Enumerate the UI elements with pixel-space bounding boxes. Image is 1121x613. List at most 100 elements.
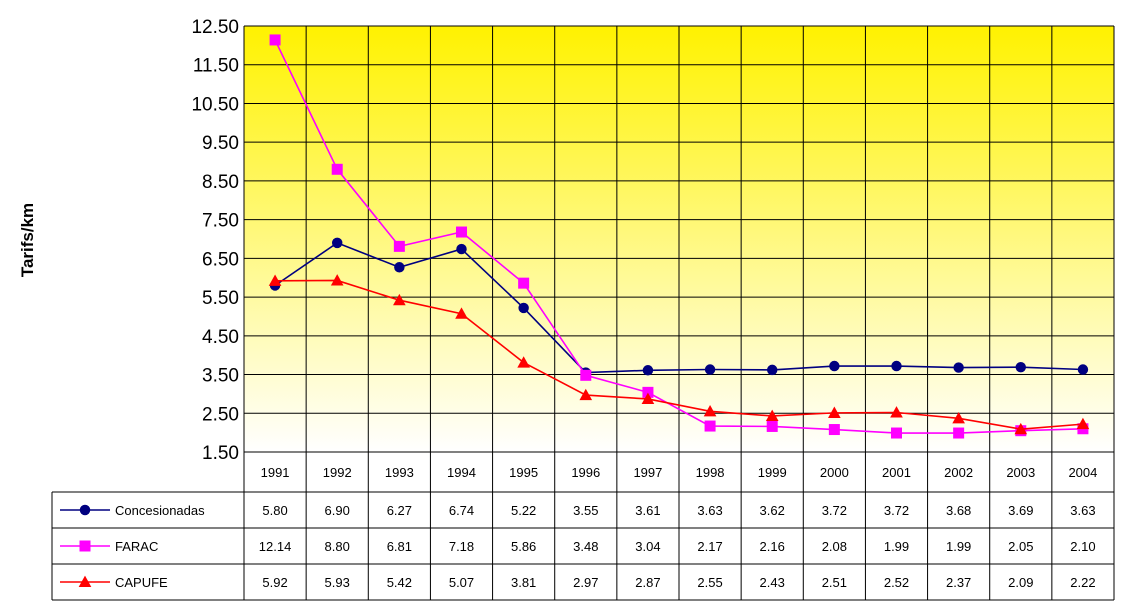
data-point-farac <box>580 369 592 381</box>
y-tick-label: 8.50 <box>202 172 239 193</box>
y-axis-label: Tarifs/km <box>18 203 37 277</box>
data-point-capufe <box>828 406 841 418</box>
legend-key-marker <box>78 575 92 588</box>
data-label: 6.81 <box>387 539 412 554</box>
data-point-concesionadas <box>704 364 716 375</box>
x-tick-label: 1995 <box>509 465 538 480</box>
data-label: 1.99 <box>946 539 971 554</box>
data-label: 6.27 <box>387 503 412 518</box>
series-line-farac <box>274 39 1083 434</box>
data-label: 3.62 <box>760 503 785 518</box>
y-tick-label: 9.50 <box>202 133 239 154</box>
data-point-capufe <box>455 307 468 319</box>
data-point-farac <box>269 34 281 46</box>
data-point-farac <box>704 420 716 432</box>
data-label: 3.72 <box>884 503 909 518</box>
data-label: 2.87 <box>635 575 660 590</box>
x-tick-label: 2002 <box>944 465 973 480</box>
data-label: 2.37 <box>946 575 971 590</box>
x-tick-label: 1992 <box>323 465 352 480</box>
data-label: 6.90 <box>325 503 350 518</box>
data-point-capufe <box>268 274 282 286</box>
data-label: 2.05 <box>1008 539 1033 554</box>
data-point-capufe <box>330 274 344 286</box>
y-tick-label: 4.50 <box>202 327 239 348</box>
data-label: 5.22 <box>511 503 536 518</box>
data-point-farac <box>828 424 840 436</box>
data-point-concesionadas <box>1077 364 1089 375</box>
x-tick-label: 1993 <box>385 465 414 480</box>
legend-key-marker <box>79 540 91 552</box>
data-point-capufe <box>1014 422 1028 435</box>
data-label: 2.43 <box>760 575 785 590</box>
data-point-capufe <box>393 293 406 306</box>
data-label: 2.17 <box>697 539 722 554</box>
data-point-capufe <box>517 356 530 368</box>
x-tick-label: 2001 <box>882 465 911 480</box>
data-point-farac <box>766 420 778 432</box>
y-tick-label: 6.50 <box>202 249 239 270</box>
data-label: 8.80 <box>325 539 350 554</box>
data-point-capufe <box>952 411 965 424</box>
x-tick-label: 1999 <box>758 465 787 480</box>
series-lines <box>268 34 1090 439</box>
data-point-farac <box>456 226 467 238</box>
data-label: 3.55 <box>573 503 598 518</box>
x-tick-label: 1991 <box>261 465 290 480</box>
data-label: 2.51 <box>822 575 847 590</box>
data-point-concesionadas <box>766 364 778 376</box>
data-label: 3.72 <box>822 503 847 518</box>
data-label: 2.16 <box>760 539 785 554</box>
data-point-farac <box>331 163 343 175</box>
data-label: 2.22 <box>1070 575 1095 590</box>
data-point-concesionadas <box>642 365 654 376</box>
y-tick-label: 12.50 <box>191 17 239 38</box>
x-tick-label: 2003 <box>1006 465 1035 480</box>
y-tick-label: 11.50 <box>193 56 239 77</box>
data-label: 3.81 <box>511 575 536 590</box>
y-tick-label: 5.50 <box>202 288 239 309</box>
x-tick-label: 1996 <box>571 465 600 480</box>
data-label: 5.07 <box>449 575 474 590</box>
data-point-farac <box>953 427 965 439</box>
data-label: 3.69 <box>1008 503 1033 518</box>
x-tick-label: 1998 <box>696 465 725 480</box>
x-tick-label: 2000 <box>820 465 849 480</box>
y-tick-label: 1.50 <box>202 443 239 464</box>
data-label: 2.55 <box>697 575 722 590</box>
data-label: 7.18 <box>449 539 474 554</box>
series-line-capufe <box>275 279 1083 430</box>
data-label: 2.97 <box>573 575 598 590</box>
y-tick-label: 3.50 <box>202 366 239 387</box>
data-label: 2.08 <box>822 539 847 554</box>
data-point-concesionadas <box>456 243 467 255</box>
data-point-capufe <box>765 409 779 422</box>
data-point-concesionadas <box>331 237 343 249</box>
x-tick-label: 1994 <box>447 465 476 480</box>
data-point-concesionadas <box>518 302 529 314</box>
legend-label: CAPUFE <box>115 575 168 590</box>
data-label: 5.93 <box>325 575 350 590</box>
data-label: 2.10 <box>1070 539 1095 554</box>
data-label: 5.86 <box>511 539 536 554</box>
data-label: 3.63 <box>697 503 722 518</box>
data-point-farac <box>393 240 405 252</box>
data-point-capufe <box>641 392 655 405</box>
data-point-capufe <box>1076 417 1090 430</box>
x-tick-label: 1997 <box>633 465 662 480</box>
y-tick-label: 10.50 <box>191 94 239 115</box>
data-label: 5.42 <box>387 575 412 590</box>
y-tick-label: 7.50 <box>202 211 239 232</box>
data-label: 3.48 <box>573 539 598 554</box>
data-point-capufe <box>579 388 593 401</box>
data-label: 12.14 <box>259 539 292 554</box>
y-tick-label: 2.50 <box>202 404 239 425</box>
data-label: 3.61 <box>635 503 660 518</box>
data-point-capufe <box>703 405 717 417</box>
data-point-farac <box>891 427 902 439</box>
data-label: 3.63 <box>1070 503 1095 518</box>
x-tick-label: 2004 <box>1068 465 1097 480</box>
legend-key-marker <box>79 504 91 516</box>
data-point-farac <box>642 386 654 398</box>
